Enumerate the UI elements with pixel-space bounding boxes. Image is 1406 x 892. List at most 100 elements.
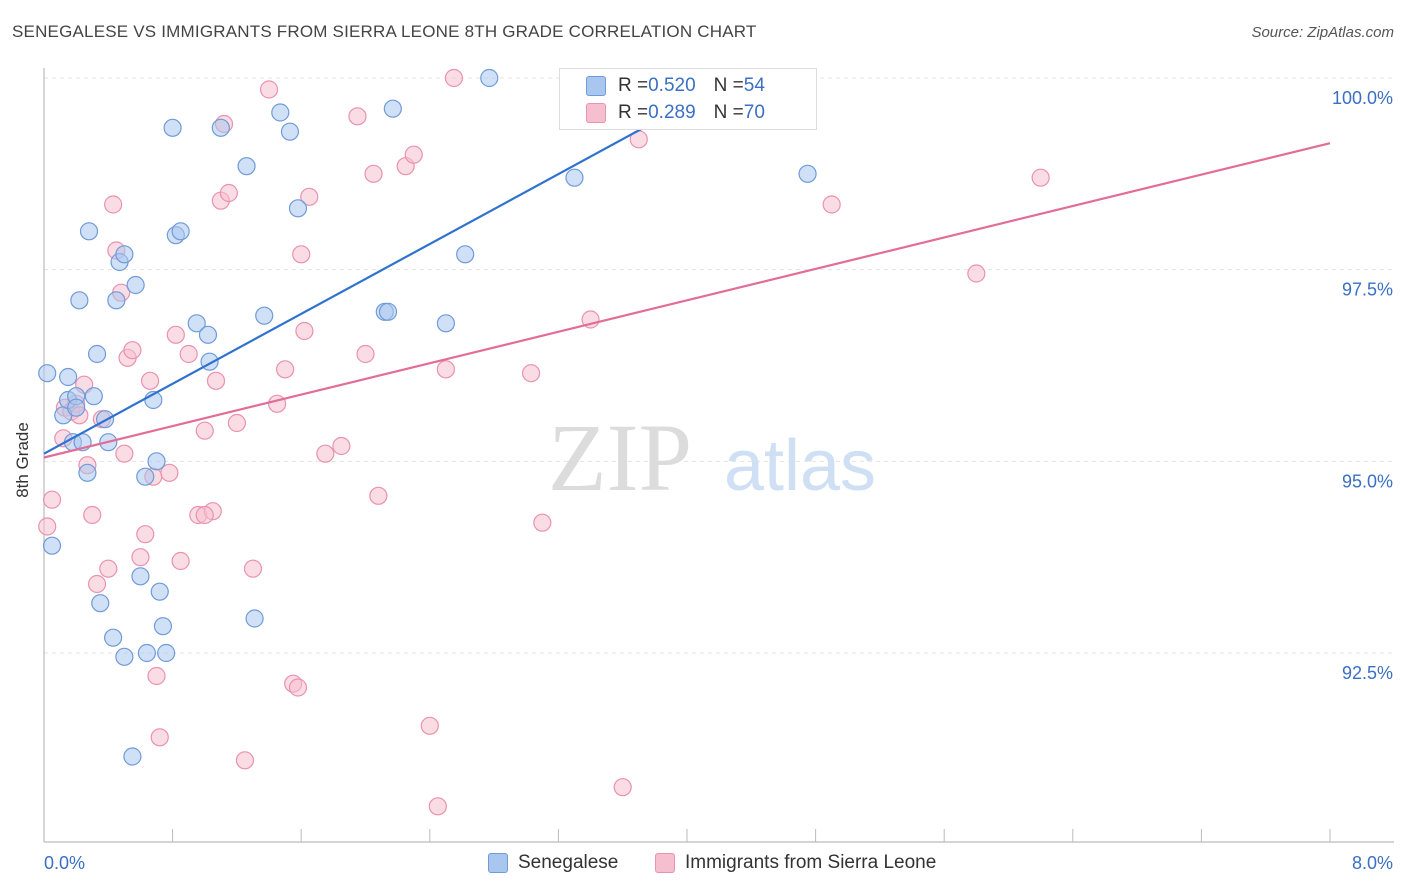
n-value: 54 [743, 75, 765, 96]
watermark-zip: ZIP [548, 404, 692, 511]
senegalese-point [78, 463, 97, 482]
legend-item-sierra-leone[interactable]: Immigrants from Sierra Leone [655, 852, 936, 874]
sierra-leone-point [292, 245, 311, 264]
sierra-leone-trend-line [43, 142, 1331, 459]
sierra-leone-point [288, 678, 308, 697]
y-tick-label: 97.5% [1342, 280, 1393, 300]
sierra-leone-point [967, 264, 986, 283]
sierra-leone-point [259, 80, 279, 99]
senegalese-point [171, 222, 190, 241]
sierra-leone-point [243, 559, 263, 578]
senegalese-point [198, 325, 218, 344]
axes [43, 68, 1394, 843]
r-label: R = [618, 75, 649, 96]
sierra-leone-point [195, 505, 214, 525]
senegalese-point [271, 103, 290, 122]
senegalese-point [136, 467, 155, 486]
senegalese-point [153, 617, 173, 636]
legend-label: Immigrants from Sierra Leone [685, 852, 937, 873]
senegalese-point [84, 387, 103, 406]
sierra-leone-point [295, 321, 314, 341]
senegalese-point [126, 275, 145, 295]
sierra-leone-point [521, 364, 541, 383]
stats-row-sierra-leone: R = 0.289 N = 70 [618, 100, 765, 126]
senegalese-point [245, 609, 264, 628]
sierra-leone-point [123, 341, 142, 360]
trend-lines [43, 77, 1331, 459]
senegalese-point [115, 647, 134, 666]
senegalese-point [163, 118, 182, 137]
y-tick-label: 92.5% [1342, 663, 1393, 683]
senegalese-point [42, 536, 62, 555]
senegalese-point [798, 164, 817, 183]
bottom-legend: Senegalese Immigrants from Sierra Leone [0, 850, 1406, 880]
sierra-leone-point [348, 107, 367, 126]
sierra-leone-point [38, 517, 57, 536]
sierra-leone-point [136, 525, 155, 544]
sierra-leone-point [131, 548, 150, 567]
sierra-leone-point [444, 68, 464, 88]
sierra-leone-point [206, 371, 226, 390]
sierra-leone-point [147, 666, 166, 686]
legend-label: Senegalese [518, 852, 619, 873]
stats-legend: R = 0.520 N = 54 R = 0.289 N = 70 [559, 68, 817, 130]
y-tick-label: 100.0% [1332, 88, 1393, 108]
sierra-leone-point [87, 574, 107, 594]
x-tick-label-max: 8.0% [1352, 853, 1393, 873]
stats-swatch-pink [586, 103, 606, 123]
senegalese-point [280, 122, 300, 141]
sierra-leone-point [822, 195, 841, 214]
legend-swatch-pink [655, 853, 675, 873]
y-axis-label: 8th Grade [13, 422, 32, 498]
senegalese-point [288, 199, 308, 218]
senegalese-point [157, 643, 176, 663]
stats-swatch-blue [586, 76, 606, 96]
x-tick-label-min: 0.0% [44, 853, 85, 873]
sierra-leone-point [300, 187, 319, 206]
senegalese-point [115, 245, 134, 264]
sierra-leone-point [227, 413, 246, 433]
sierra-leone-point [115, 444, 134, 463]
legend-swatch-blue [488, 853, 508, 873]
sierra-leone-point [99, 559, 118, 578]
senegalese-point [436, 314, 455, 333]
sierra-leone-point [1031, 168, 1050, 187]
senegalese-point [237, 157, 256, 176]
source-label: Source: ZipAtlas.com [1251, 24, 1394, 41]
legend-item-senegalese[interactable]: Senegalese [488, 852, 618, 874]
senegalese-point [79, 222, 99, 241]
sierra-leone-point [166, 325, 185, 344]
senegalese-point [137, 643, 156, 663]
senegalese-point [91, 594, 110, 613]
senegalese-point [378, 302, 398, 321]
watermark-atlas: atlas [724, 426, 876, 506]
senegalese-point [67, 398, 86, 417]
sierra-leone-point [140, 371, 160, 390]
r-label: R = [618, 102, 649, 123]
y-tick-label: 95.0% [1342, 471, 1393, 491]
sierra-leone-point [195, 421, 214, 440]
sierra-leone-point [42, 490, 62, 509]
sierra-leone-point [420, 716, 439, 735]
n-value: 70 [743, 102, 765, 123]
sierra-leone-point [267, 394, 287, 413]
senegalese-point [95, 410, 115, 429]
n-label: N = [713, 102, 744, 123]
senegalese-point [456, 245, 475, 264]
sierra-leone-point [276, 360, 295, 379]
sierra-leone-point [369, 486, 388, 505]
sierra-leone-point [316, 444, 335, 463]
sierra-leone-point [150, 728, 169, 747]
senegalese-point [70, 291, 89, 310]
senegalese-point [211, 118, 230, 137]
sierra-leone-point [171, 551, 190, 571]
sierra-leone-point [356, 344, 375, 364]
sierra-leone-point [613, 778, 632, 797]
senegalese-point [87, 344, 107, 364]
senegalese-point [131, 567, 150, 586]
y-tick-labels: 92.5% 95.0% 97.5% 100.0% [1332, 88, 1393, 683]
sierra-leone-point [104, 195, 123, 214]
sierra-leone-point [404, 145, 423, 164]
senegalese-point [147, 452, 166, 471]
sierra-leone-point [83, 505, 102, 525]
